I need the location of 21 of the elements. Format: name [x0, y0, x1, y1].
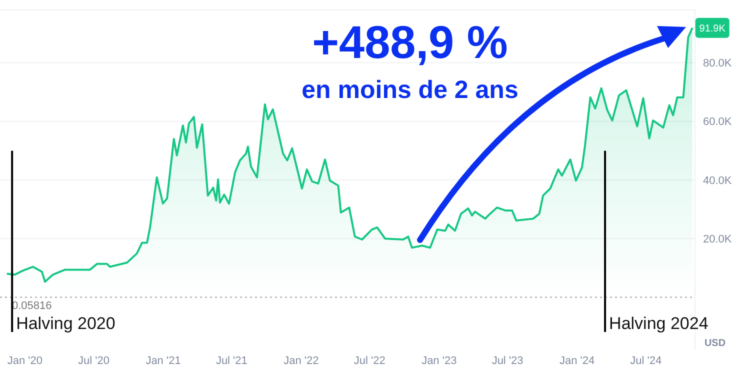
x-tick-label: Jul '22 — [354, 354, 386, 367]
chart-title: +488,9 % — [312, 16, 508, 68]
x-tick-label: Jul '21 — [216, 354, 248, 367]
text: en moins de 2 ans — [302, 76, 518, 104]
y-tick-label: 80.0K — [703, 58, 732, 70]
x-tick-label: Jan '23 — [422, 354, 457, 367]
x-tick-label: Jan '22 — [284, 354, 319, 367]
y-tick-label: 60.0K — [703, 116, 732, 128]
ref-line-label: Halving 2024 — [609, 314, 708, 333]
annotation: 91.9K — [699, 23, 726, 34]
x-tick-label: Jan '24 — [560, 354, 595, 367]
x-tick-label: Jan '20 — [7, 354, 43, 367]
x-tick-label: Jul '23 — [492, 354, 524, 367]
y-tick-label: 40.0K — [703, 174, 732, 187]
x-tick-label: Jan '21 — [146, 354, 181, 367]
x-tick-label: Jul '20 — [78, 354, 110, 367]
ref-line-label: 0.05816 — [12, 300, 52, 312]
y-axis-title: USD — [704, 338, 726, 349]
y-tick-label: 20.0K — [703, 233, 732, 246]
ref-line-label: Halving 2020 — [16, 314, 116, 333]
x-tick-label: Jul '24 — [630, 354, 662, 367]
